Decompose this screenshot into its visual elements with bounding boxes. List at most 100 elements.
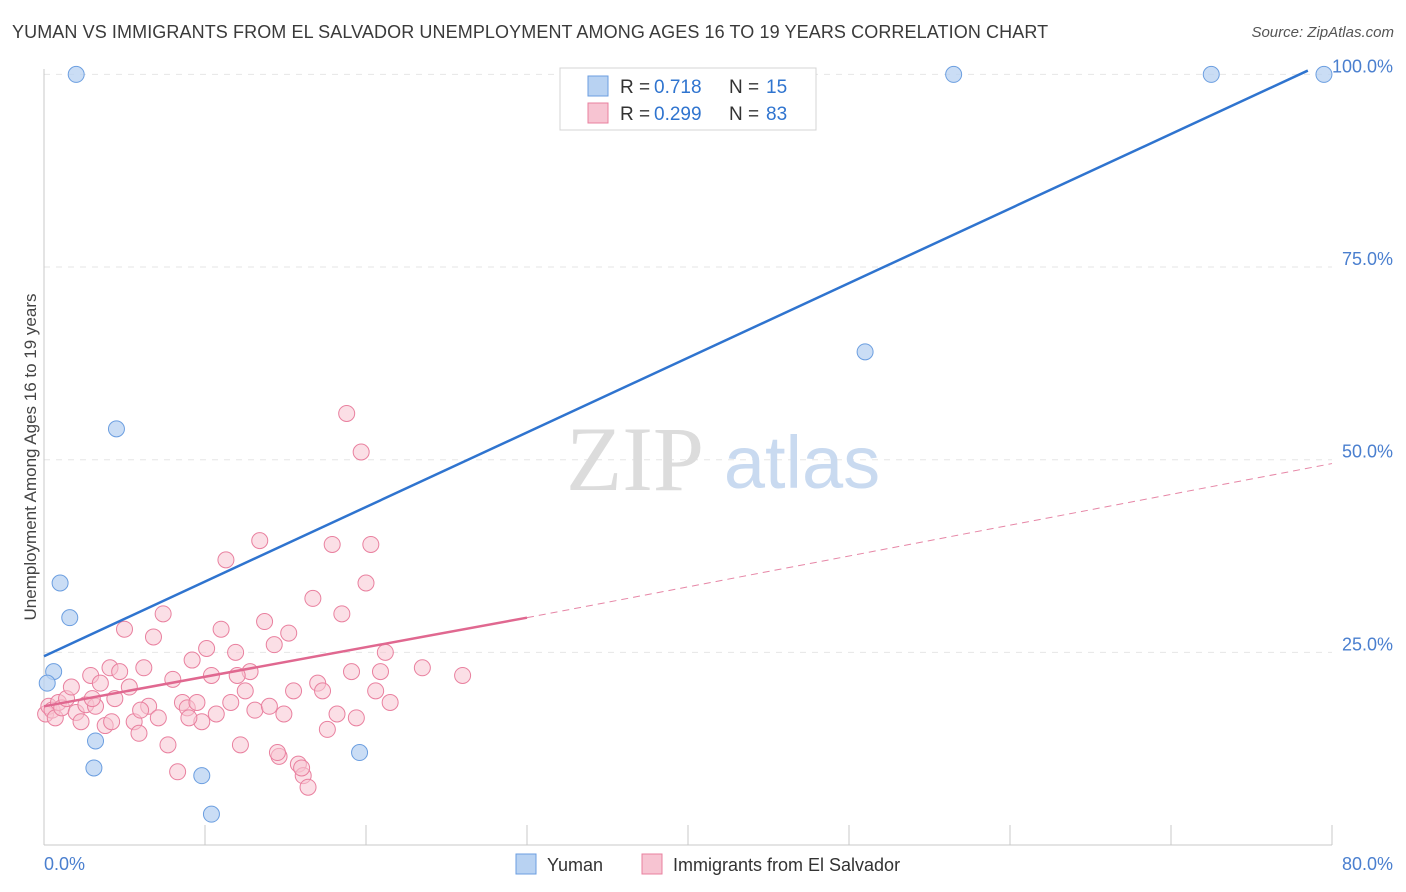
point-el-salvador-27 [159,736,177,754]
legend-r-value-blue: 0.718 [654,77,702,98]
bottom-legend: Yuman Immigrants from El Salvador [515,853,900,875]
point-el-salvador-76 [103,713,121,731]
point-yuman-1 [945,65,963,83]
point-el-salvador-60 [318,720,336,738]
point-el-salvador-18 [116,620,133,638]
point-el-salvador-66 [347,709,365,727]
y-tick-label-100: 100.0% [1332,56,1393,76]
point-yuman-14 [202,805,220,823]
point-yuman-3 [1315,65,1333,83]
point-yuman-5 [107,420,125,438]
point-yuman-13 [193,767,211,785]
trend-line-yuman [43,69,1309,658]
point-el-salvador-37 [207,705,225,723]
point-el-salvador-75 [454,666,472,684]
point-el-salvador-9 [72,713,90,731]
point-yuman-4 [856,343,874,361]
legend-swatch-blue [587,75,609,97]
legend-swatch-pink [587,102,609,124]
watermark-zip: ZIP [566,408,704,510]
point-el-salvador-17 [111,663,129,681]
source-credit: Source: ZipAtlas.com [1251,24,1394,41]
point-el-salvador-72 [376,643,394,661]
blue-series-points [38,65,1333,823]
point-el-salvador-49 [265,636,283,654]
point-el-salvador-32 [183,651,201,669]
point-el-salvador-52 [280,624,298,642]
point-yuman-0 [67,65,85,83]
point-yuman-11 [85,759,103,777]
point-el-salvador-70 [367,682,385,700]
point-el-salvador-71 [371,663,389,681]
point-yuman-9 [38,674,56,692]
point-el-salvador-77 [132,701,150,719]
point-el-salvador-24 [144,628,162,646]
point-el-salvador-48 [260,697,278,715]
trend-line-el-salvador-extension [526,463,1333,619]
point-el-salvador-43 [236,682,254,700]
legend-n-label-pink: N = [729,104,759,125]
top-legend: R = 0.718 N = 15 R = 0.299 N = 83 [559,67,817,131]
point-yuman-7 [61,609,79,627]
legend-n-label-blue: N = [729,77,759,98]
legend-r-value-pink: 0.299 [654,104,702,125]
trend-line-el-salvador [43,616,528,708]
point-el-salvador-62 [328,705,346,723]
x-axis-ticks [43,825,1333,845]
point-el-salvador-41 [227,643,245,661]
bottom-legend-label-yuman: Yuman [547,855,603,875]
watermark-atlas: atlas [724,421,880,504]
point-el-salvador-59 [314,682,332,700]
y-tick-label-75: 75.0% [1342,249,1393,269]
legend-n-value-blue: 15 [766,77,787,98]
point-el-salvador-22 [135,659,153,677]
chart-title: YUMAN VS IMMIGRANTS FROM EL SALVADOR UNE… [12,22,1049,42]
point-el-salvador-26 [154,605,172,623]
point-el-salvador-46 [251,532,269,550]
y-tick-label-25: 25.0% [1342,634,1393,654]
bottom-legend-label-el-salvador: Immigrants from El Salvador [673,855,900,875]
point-el-salvador-81 [293,759,311,777]
point-el-salvador-42 [231,736,249,754]
point-el-salvador-21 [130,724,148,742]
point-el-salvador-53 [285,682,303,700]
point-el-salvador-13 [91,674,109,692]
y-axis-label: Unemployment Among Ages 16 to 19 years [21,294,40,621]
point-el-salvador-33 [188,693,206,711]
point-yuman-12 [351,744,369,762]
legend-r-label-pink: R = [620,104,650,125]
y-tick-label-50: 50.0% [1342,442,1393,462]
point-el-salvador-47 [256,613,274,631]
point-el-salvador-63 [333,605,351,623]
point-el-salvador-69 [362,535,380,553]
point-el-salvador-45 [246,701,264,719]
point-el-salvador-25 [149,709,167,727]
point-el-salvador-80 [268,744,286,762]
point-el-salvador-64 [338,404,356,422]
point-el-salvador-40 [222,693,240,711]
legend-r-label-blue: R = [620,77,650,98]
legend-n-value-pink: 83 [766,104,787,125]
point-yuman-10 [87,732,105,750]
point-yuman-2 [1202,65,1220,83]
point-yuman-6 [51,574,69,592]
point-el-salvador-78 [180,709,198,727]
point-el-salvador-38 [212,620,230,638]
point-el-salvador-56 [299,778,317,796]
point-el-salvador-35 [198,640,216,657]
point-el-salvador-68 [357,574,375,592]
bottom-legend-swatch-el-salvador [641,853,663,875]
point-el-salvador-61 [323,535,341,553]
trend-lines [43,69,1333,708]
point-el-salvador-57 [304,589,322,607]
point-el-salvador-29 [169,763,187,781]
bottom-legend-swatch-yuman [515,853,537,875]
point-el-salvador-51 [275,705,293,723]
point-el-salvador-73 [381,693,399,711]
point-el-salvador-39 [217,551,235,569]
x-tick-label-min: 0.0% [44,854,85,874]
point-el-salvador-7 [62,678,80,696]
point-el-salvador-67 [352,443,370,461]
x-tick-label-max: 80.0% [1342,854,1393,874]
